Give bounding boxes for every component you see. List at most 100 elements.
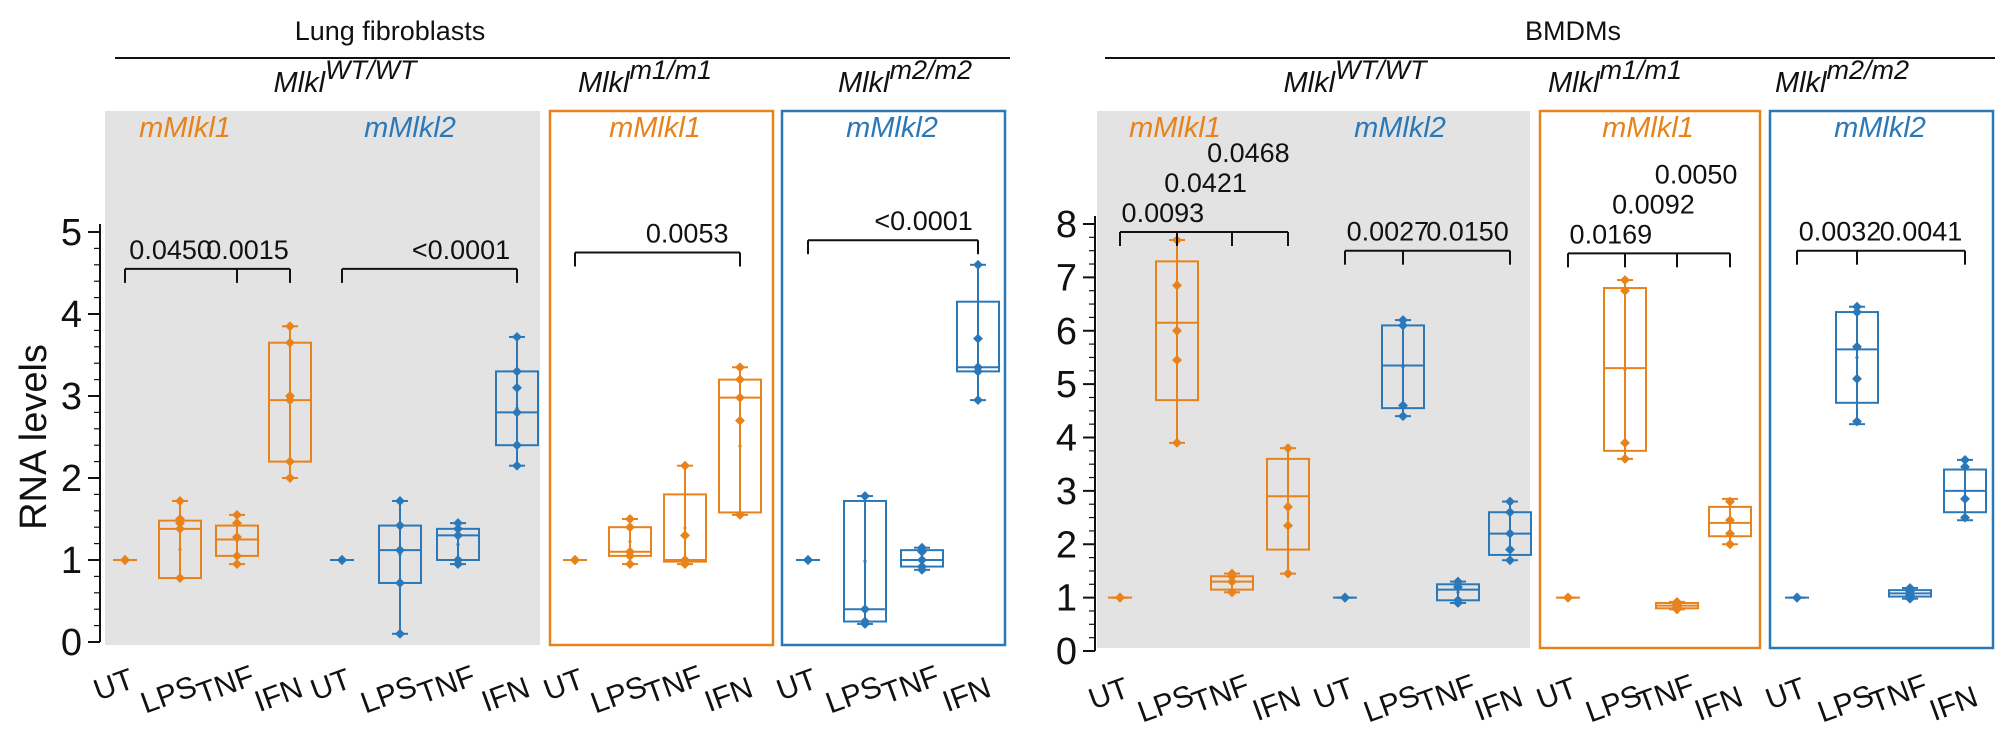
box-ifn	[1943, 454, 1987, 523]
data-point	[680, 530, 690, 541]
data-point	[1620, 437, 1630, 448]
x-tick-label: LPS	[1133, 679, 1198, 725]
data-point	[285, 391, 295, 401]
p-value-label: <0.0001	[874, 206, 972, 236]
mean-dot	[1675, 604, 1679, 608]
box-ifn	[718, 362, 762, 520]
box-body	[1266, 457, 1310, 551]
data-point	[1283, 443, 1293, 454]
data-point	[973, 259, 983, 270]
x-tick-label: TNF	[878, 660, 944, 711]
box-tnf	[900, 542, 944, 575]
data-point	[917, 542, 927, 553]
data-point	[1172, 355, 1182, 366]
panel-frame	[780, 109, 1007, 647]
data-point	[1227, 587, 1237, 598]
box-ifn	[268, 321, 312, 483]
data-point	[735, 415, 745, 426]
y-axis-label: RNA levels	[13, 344, 55, 530]
mean-dot	[1343, 596, 1347, 600]
data-point	[1453, 582, 1463, 592]
data-point	[1172, 437, 1182, 448]
panel-label: mMlkl1	[139, 112, 231, 144]
y-tick-label: 3	[61, 376, 82, 418]
data-point	[917, 555, 927, 565]
panel-label: mMlkl1	[609, 112, 701, 144]
data-point	[973, 362, 983, 373]
box-ut	[113, 555, 137, 565]
data-point	[1725, 496, 1735, 507]
x-tick-label: UT	[539, 663, 588, 708]
data-point	[1505, 555, 1515, 566]
x-tick-label: IFN	[250, 671, 307, 719]
p-value-label: 0.0041	[1880, 217, 1963, 247]
x-tick-label: LPS	[1581, 679, 1646, 725]
data-point	[1852, 307, 1862, 318]
mean-dot	[1728, 519, 1732, 524]
box-ifn	[1266, 443, 1310, 579]
data-point	[1283, 501, 1293, 512]
mean-dot	[1456, 590, 1460, 594]
x-tick-label: UT	[772, 663, 821, 708]
box-lps	[378, 496, 422, 639]
mean-dot	[235, 539, 239, 543]
genotype-header: Mlklm2/m2	[1775, 55, 1909, 99]
p-value-label: 0.0092	[1612, 189, 1695, 219]
data-point	[735, 509, 745, 520]
data-point	[1960, 493, 1970, 504]
data-point	[860, 491, 870, 501]
data-point	[453, 523, 463, 534]
p-value-label: 0.0032	[1799, 217, 1882, 247]
chart-title: Lung fibroblasts	[295, 16, 486, 46]
genotype-superscript: m2/m2	[1827, 55, 1910, 85]
p-value-label: 0.0093	[1122, 198, 1205, 228]
mean-dot	[1795, 596, 1799, 600]
panel-frame	[1538, 109, 1762, 650]
x-tick-label: TNF	[1633, 669, 1699, 720]
x-tick-label: TNF	[1414, 669, 1480, 720]
data-point	[1852, 416, 1862, 427]
data-point	[735, 374, 745, 385]
data-point	[1283, 568, 1293, 579]
genotype-base: Mlkl	[578, 67, 631, 99]
box-lps	[1155, 235, 1199, 448]
box-ut	[330, 555, 354, 565]
data-point	[917, 561, 927, 572]
data-point	[175, 573, 185, 583]
data-point	[285, 337, 295, 348]
significance-bracket: <0.0001	[341, 235, 518, 283]
data-point	[1453, 576, 1463, 587]
panel-label: mMlkl1	[1602, 112, 1694, 144]
y-tick-label: 5	[1056, 364, 1077, 406]
mean-dot	[1401, 365, 1405, 369]
data-point	[175, 514, 185, 524]
x-tick-label: IFN	[938, 671, 995, 719]
p-value-label: 0.0027	[1347, 217, 1430, 247]
mean-dot	[1286, 502, 1290, 506]
mean-dot	[1230, 581, 1234, 585]
mean-dot	[123, 558, 127, 562]
data-point	[395, 578, 405, 588]
mean-dot	[1175, 329, 1179, 333]
data-point	[1505, 544, 1515, 555]
box-ut	[1108, 592, 1132, 603]
data-point	[1398, 315, 1408, 326]
genotype-base: Mlkl	[273, 67, 326, 99]
data-point	[512, 407, 522, 418]
y-tick-label: 2	[61, 458, 82, 500]
data-point	[1505, 507, 1515, 518]
data-point	[1505, 496, 1515, 507]
x-tick-label: UT	[89, 663, 138, 708]
data-point	[512, 332, 522, 342]
data-point	[625, 559, 635, 570]
box-ut	[796, 555, 820, 565]
box-tnf	[663, 460, 707, 570]
shaded-panel-background	[105, 111, 540, 645]
box-ifn	[956, 259, 1000, 406]
mean-dot	[398, 552, 402, 556]
data-point	[232, 550, 242, 561]
mean-dot	[456, 542, 460, 547]
x-tick-label: UT	[1309, 672, 1358, 717]
